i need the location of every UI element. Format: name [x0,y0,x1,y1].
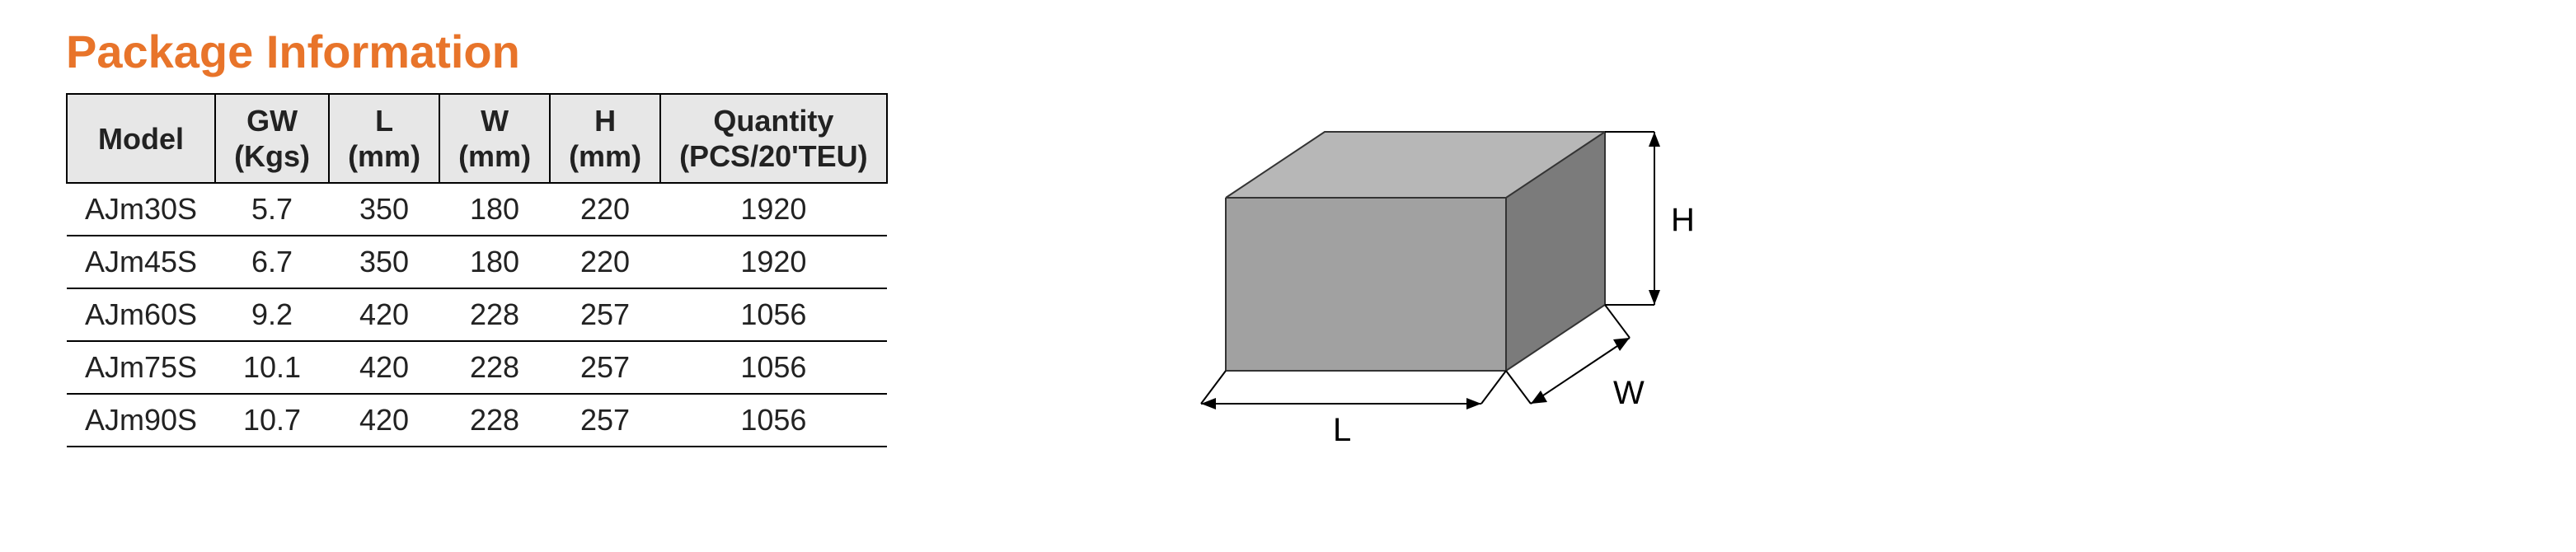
table-row: AJm60S9.24202282571056 [67,288,887,341]
table-cell: 228 [439,341,550,394]
dim-label-W: W [1613,375,1645,411]
col-header: Model [67,94,215,183]
dim-label-L: L [1333,412,1351,448]
table-cell: 228 [439,288,550,341]
table-cell: 257 [550,394,660,447]
section-title: Package Information [66,25,888,78]
package-info-section: Package Information ModelGW(Kgs)L(mm)W(m… [66,25,888,447]
table-cell: 350 [329,183,439,236]
table-cell: 220 [550,183,660,236]
table-cell: 1056 [660,394,887,447]
table-cell: 5.7 [215,183,329,236]
table-cell: 10.1 [215,341,329,394]
table-cell: 228 [439,394,550,447]
table-cell: 6.7 [215,236,329,288]
col-header: H(mm) [550,94,660,183]
table-cell: AJm30S [67,183,215,236]
table-cell: 9.2 [215,288,329,341]
table-cell: AJm75S [67,341,215,394]
dim-label-H: H [1671,202,1695,238]
table-cell: 350 [329,236,439,288]
col-header: Quantity(PCS/20'TEU) [660,94,887,183]
table-row: AJm30S5.73501802201920 [67,183,887,236]
col-header: GW(Kgs) [215,94,329,183]
table-cell: 420 [329,341,439,394]
table-cell: 180 [439,236,550,288]
table-cell: 1920 [660,183,887,236]
table-row: AJm75S10.14202282571056 [67,341,887,394]
table-cell: 257 [550,288,660,341]
col-header: L(mm) [329,94,439,183]
table-cell: 1920 [660,236,887,288]
table-cell: 1056 [660,288,887,341]
col-header: W(mm) [439,94,550,183]
table-cell: 257 [550,341,660,394]
table-row: AJm90S10.74202282571056 [67,394,887,447]
table-header: ModelGW(Kgs)L(mm)W(mm)H(mm)Quantity(PCS/… [67,94,887,183]
table-cell: 420 [329,394,439,447]
table-cell: 1056 [660,341,887,394]
table-cell: 180 [439,183,550,236]
table-cell: AJm60S [67,288,215,341]
package-table: ModelGW(Kgs)L(mm)W(mm)H(mm)Quantity(PCS/… [66,93,888,447]
table-cell: 420 [329,288,439,341]
table-cell: 220 [550,236,660,288]
table-cell: AJm45S [67,236,215,288]
table-cell: AJm90S [67,394,215,447]
table-row: AJm45S6.73501802201920 [67,236,887,288]
table-cell: 10.7 [215,394,329,447]
box-diagram: L W H [1152,25,1745,478]
table-body: AJm30S5.73501802201920AJm45S6.7350180220… [67,183,887,447]
